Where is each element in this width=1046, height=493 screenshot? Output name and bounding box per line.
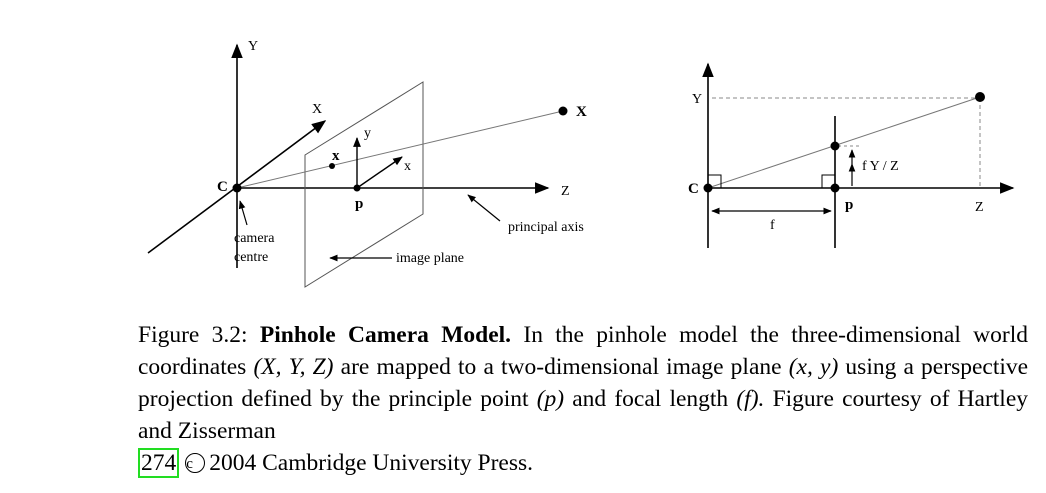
left-x-label: X (312, 102, 322, 117)
principal-point (353, 184, 361, 192)
image-y-label: y (364, 126, 371, 141)
camera-centre-point (232, 183, 242, 193)
caption-text-2: are mapped to a two-dimensional image pl… (340, 354, 782, 380)
image-plane (304, 81, 424, 288)
copyright-icon: c (185, 453, 206, 473)
principal-point-label: p (355, 196, 363, 212)
citation-link[interactable]: 274 (138, 448, 180, 478)
caption-focal: (f). (736, 386, 765, 412)
camera-centre-pointer (238, 200, 248, 226)
image-point-label: x (332, 148, 340, 164)
caption-text-4: and focal length (572, 386, 729, 412)
camera-centre-text-2: centre (234, 250, 268, 265)
right-principal-point-label: p (845, 197, 853, 213)
figure-label: Figure 3.2: (138, 322, 248, 348)
figure-caption: Figure 3.2: Pinhole Camera Model. In the… (138, 319, 1028, 479)
left-z-label: Z (561, 184, 570, 199)
right-angle-p (821, 174, 835, 188)
camera-centre-label: C (217, 179, 228, 195)
caption-coords-3d: (X, Y, Z) (253, 354, 334, 380)
image-plane-text: image plane (396, 251, 464, 266)
caption-coords-2d: (x, y) (788, 354, 839, 380)
right-image-point (830, 141, 840, 151)
image-x-axis (356, 156, 403, 189)
projection-ray (236, 110, 564, 189)
caption-text-1: In the pinhole model the three-dimension… (138, 322, 1029, 380)
right-camera-centre-label: C (688, 181, 699, 197)
right-angle-c (708, 174, 722, 188)
caption-text-3: using a perspective projection defined b… (138, 354, 1029, 412)
right-camera-centre (703, 183, 713, 193)
right-y-label: Y (692, 92, 702, 107)
world-point-label: X (576, 104, 587, 120)
camera-centre-text-1: camera (234, 231, 275, 246)
caption-principal: (p) (536, 386, 565, 412)
caption-text-5: Figure courtesy of Hartley and Zisserman (138, 386, 1029, 444)
left-diagram: Y X Z y x C x p X camera centre ima (147, 39, 587, 288)
pinhole-figure: Y X Z y x C x p X camera centre ima (147, 39, 1015, 288)
caption-text-6: 2004 Cambridge University Press. (209, 450, 533, 476)
left-y-label: Y (248, 39, 258, 54)
right-world-point (975, 92, 985, 102)
image-x-label: x (404, 159, 411, 174)
right-projection-ray (707, 96, 981, 189)
right-z-label: Z (975, 200, 984, 215)
principal-axis-text: principal axis (508, 220, 584, 235)
projection-height-label: f Y / Z (862, 159, 899, 174)
figure-title: Pinhole Camera Model. (259, 322, 512, 348)
right-diagram: Y Z f Y / Z f C p (688, 62, 1015, 248)
image-point (329, 163, 335, 169)
principal-axis-pointer (467, 194, 501, 222)
world-point (558, 106, 568, 116)
focal-length-label: f (770, 218, 775, 233)
right-principal-point (830, 183, 840, 193)
